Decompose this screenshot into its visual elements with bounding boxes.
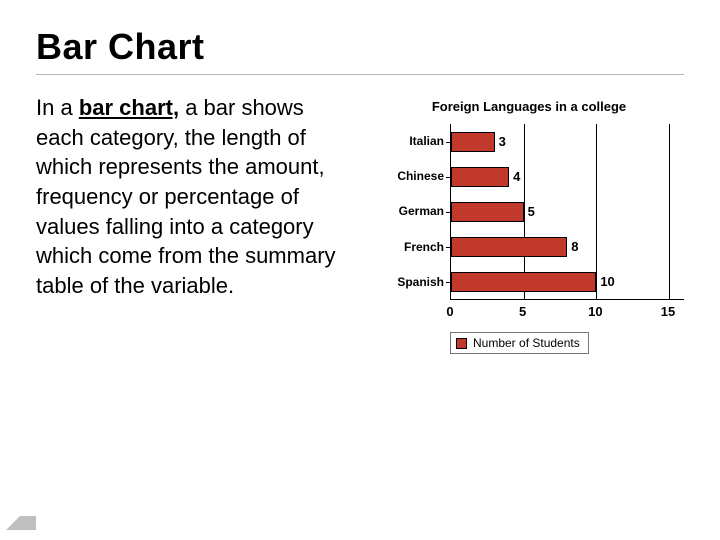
x-axis-labels: 051015 xyxy=(450,300,668,322)
plot-area: 3 4 5 8 10 xyxy=(450,124,684,300)
x-tick-label: 10 xyxy=(588,304,602,319)
bar-row: 8 xyxy=(451,237,579,257)
legend-swatch xyxy=(456,338,467,349)
y-tick-label: German xyxy=(399,194,444,229)
legend: Number of Students xyxy=(450,332,589,354)
bar xyxy=(451,167,509,187)
y-tick-label: French xyxy=(404,230,444,265)
x-tick-label: 5 xyxy=(519,304,526,319)
bar xyxy=(451,202,524,222)
bar xyxy=(451,132,495,152)
title-divider xyxy=(36,74,684,75)
legend-label: Number of Students xyxy=(473,336,580,350)
y-tick-label: Italian xyxy=(409,124,444,159)
bar-value-label: 5 xyxy=(524,204,535,219)
x-tick-label: 15 xyxy=(661,304,675,319)
y-tick-label: Chinese xyxy=(397,159,444,194)
page-title: Bar Chart xyxy=(36,26,684,68)
bar xyxy=(451,237,567,257)
bar-row: 5 xyxy=(451,202,535,222)
page-turn-icon xyxy=(6,502,36,530)
bar-chart: Foreign Languages in a college ItalianCh… xyxy=(374,93,684,354)
bar-value-label: 3 xyxy=(495,134,506,149)
description-text: In a bar chart, a bar shows each categor… xyxy=(36,93,356,301)
y-axis-labels: ItalianChineseGermanFrenchSpanish xyxy=(374,124,450,300)
bar-row: 10 xyxy=(451,272,615,292)
y-tick-label: Spanish xyxy=(397,265,444,300)
bar xyxy=(451,272,596,292)
chart-title: Foreign Languages in a college xyxy=(374,99,684,114)
bar-row: 3 xyxy=(451,132,506,152)
bar-value-label: 8 xyxy=(567,239,578,254)
x-tick-label: 0 xyxy=(446,304,453,319)
bar-value-label: 10 xyxy=(596,274,614,289)
bar-row: 4 xyxy=(451,167,520,187)
bar-value-label: 4 xyxy=(509,169,520,184)
